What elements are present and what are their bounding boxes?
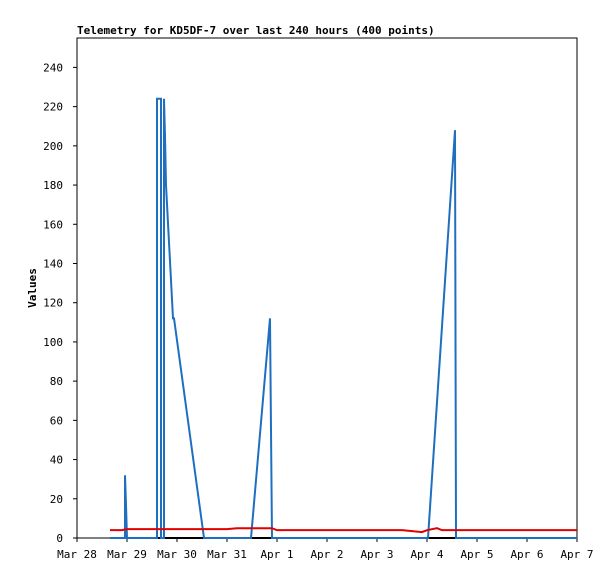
x-tick-label: Apr 1 [260, 548, 293, 561]
y-tick-label: 60 [50, 414, 63, 427]
x-tick-label: Apr 4 [410, 548, 443, 561]
y-tick-label: 140 [43, 257, 63, 270]
y-tick-label: 120 [43, 297, 63, 310]
y-tick-label: 220 [43, 101, 63, 114]
x-tick-label: Apr 6 [510, 548, 543, 561]
y-tick-label: 80 [50, 375, 63, 388]
data-line [110, 527, 577, 534]
y-axis-label: Values [26, 268, 39, 308]
y-tick-label: 200 [43, 140, 63, 153]
x-tick-label: Apr 5 [460, 548, 493, 561]
y-tick-label: 160 [43, 218, 63, 231]
chart-title: Telemetry for KD5DF-7 over last 240 hour… [77, 24, 435, 37]
plot-frame [76, 37, 578, 539]
y-tick-label: 240 [43, 61, 63, 74]
y-tick-label: 20 [50, 493, 63, 506]
x-tick-label: Mar 30 [157, 548, 197, 561]
x-tick-label: Apr 2 [310, 548, 343, 561]
y-tick-label: 180 [43, 179, 63, 192]
data-line [110, 97, 577, 539]
x-tick-label: Apr 3 [360, 548, 393, 561]
x-tick-label: Mar 31 [207, 548, 247, 561]
x-tick-label: Apr 7 [560, 548, 593, 561]
y-tick-label: 100 [43, 336, 63, 349]
y-tick-label: 40 [50, 454, 63, 467]
x-tick-label: Mar 29 [107, 548, 147, 561]
x-tick-label: Mar 28 [57, 548, 97, 561]
y-tick-label: 0 [56, 532, 63, 545]
